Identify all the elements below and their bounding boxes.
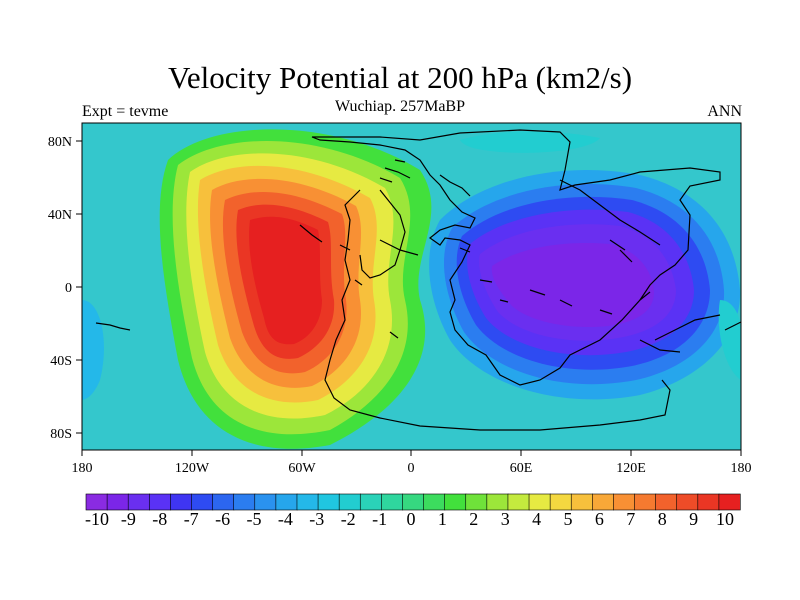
- colorbar-swatch: [275, 493, 298, 511]
- lat-tick-label: 80N: [48, 135, 72, 150]
- colorbar-label: -2: [341, 509, 356, 529]
- colorbar-swatch: [170, 493, 193, 511]
- colorbar-swatch: [381, 493, 404, 511]
- colorbar-swatch: [296, 493, 319, 511]
- colorbar-label: 8: [658, 509, 667, 529]
- colorbar-label: 2: [469, 509, 478, 529]
- lon-tick-labels: 180 120W 60W 0 60E 120E 180: [72, 461, 752, 476]
- coastlines: [95, 129, 741, 431]
- colorbar-swatch: [592, 493, 615, 511]
- colorbar-swatch: [718, 493, 741, 511]
- lon-tick-label: 180: [72, 461, 93, 476]
- colorbar-label: -8: [152, 509, 167, 529]
- lat-tick-marks: [76, 140, 82, 434]
- lon-tick-label: 0: [408, 461, 415, 476]
- season-label: ANN: [707, 103, 742, 120]
- colorbar-swatch: [634, 493, 657, 511]
- colorbar-swatch: [106, 493, 129, 511]
- lon-tick-label: 60E: [510, 461, 533, 476]
- colorbar-label: 3: [501, 509, 510, 529]
- lon-tick-label: 120W: [175, 461, 210, 476]
- lat-tick-label: 40S: [50, 354, 72, 369]
- colorbar-label: -6: [215, 509, 230, 529]
- colorbar-label: 10: [716, 509, 734, 529]
- colorbar-swatch: [402, 493, 425, 511]
- colorbar-swatch: [676, 493, 699, 511]
- lon-tick-label: 180: [731, 461, 752, 476]
- colorbar-label: -10: [85, 509, 109, 529]
- colorbar-swatch: [191, 493, 214, 511]
- colorbar-label: 6: [595, 509, 604, 529]
- colorbar-swatch: [359, 493, 382, 511]
- colorbar-label: -5: [247, 509, 262, 529]
- velocity-potential-field: [82, 123, 741, 450]
- lat-tick-labels: 80N 40N 0 40S 80S: [48, 135, 72, 442]
- lon-tick-label: 60W: [288, 461, 316, 476]
- lon-tick-marks: [81, 450, 742, 456]
- colorbar-label: -3: [309, 509, 324, 529]
- colorbar-swatch: [655, 493, 678, 511]
- colorbar-swatch: [570, 493, 593, 511]
- colorbar-swatch: [127, 493, 150, 511]
- colorbar-swatch: [85, 493, 108, 511]
- positive-anomaly: [159, 129, 432, 449]
- colorbar-swatch: [317, 493, 340, 511]
- map-title: Velocity Potential at 200 hPa (km2/s): [167, 60, 633, 95]
- negative-anomaly: [429, 170, 741, 400]
- colorbar-label: -1: [372, 509, 387, 529]
- colorbar-swatch: [549, 493, 572, 511]
- colorbar-label: -9: [121, 509, 136, 529]
- colorbar: [85, 493, 741, 511]
- colorbar-label: -7: [184, 509, 199, 529]
- colorbar-swatch: [254, 493, 277, 511]
- colorbar-swatch: [423, 493, 446, 511]
- colorbar-label: 7: [626, 509, 635, 529]
- colorbar-swatch: [613, 493, 636, 511]
- colorbar-swatch: [486, 493, 509, 511]
- colorbar-label: 5: [564, 509, 573, 529]
- colorbar-swatch: [465, 493, 488, 511]
- colorbar-label: -4: [278, 509, 293, 529]
- colorbar-swatch: [528, 493, 551, 511]
- experiment-label: Expt = tevme: [82, 103, 169, 120]
- colorbar-labels: -10 -9 -8 -7 -6 -5 -4 -3 -2 -1 0 1 2 3 4 5 6 7 8 9 10: [85, 509, 734, 529]
- colorbar-swatch: [507, 493, 530, 511]
- colorbar-label: 0: [407, 509, 416, 529]
- colorbar-swatch: [338, 493, 361, 511]
- lon-tick-label: 120E: [616, 461, 646, 476]
- colorbar-swatch: [212, 493, 235, 511]
- colorbar-swatch: [444, 493, 467, 511]
- lat-tick-label: 80S: [50, 427, 72, 442]
- colorbar-swatch: [697, 493, 720, 511]
- map-subtitle: Wuchiap. 257MaBP: [334, 98, 465, 115]
- colorbar-label: 4: [532, 509, 541, 529]
- lat-tick-label: 0: [65, 281, 72, 296]
- colorbar-label: 9: [689, 509, 698, 529]
- colorbar-label: 1: [438, 509, 447, 529]
- colorbar-swatch: [233, 493, 256, 511]
- lat-tick-label: 40N: [48, 208, 72, 223]
- colorbar-swatch: [148, 493, 171, 511]
